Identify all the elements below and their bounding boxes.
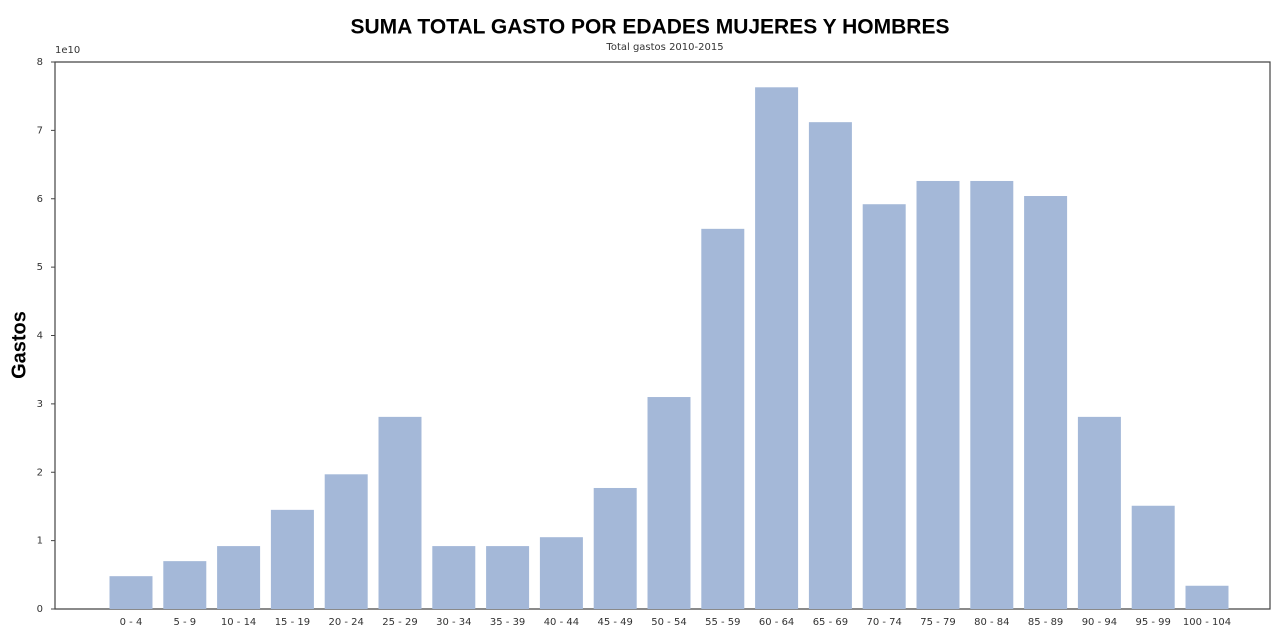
chart-subtitle: Total gastos 2010-2015 <box>605 42 723 53</box>
bar <box>163 561 207 609</box>
bar <box>1024 196 1068 609</box>
y-tick-label: 7 <box>37 125 43 136</box>
x-tick-label: 35 - 39 <box>490 617 525 628</box>
x-tick-label: 45 - 49 <box>597 617 632 628</box>
x-tick-label: 65 - 69 <box>813 617 848 628</box>
x-tick-label: 50 - 54 <box>651 617 686 628</box>
y-tick-label: 0 <box>37 604 43 615</box>
x-tick-label: 10 - 14 <box>221 617 256 628</box>
x-tick-label: 55 - 59 <box>705 617 740 628</box>
y-axis-label: Gastos <box>8 311 30 379</box>
x-tick-label: 75 - 79 <box>920 617 955 628</box>
bar <box>970 180 1014 609</box>
bar <box>916 180 960 609</box>
bar <box>808 122 852 610</box>
x-tick-label: 100 - 104 <box>1183 617 1231 628</box>
x-tick-label: 60 - 64 <box>759 617 794 628</box>
bar <box>701 228 745 609</box>
y-tick-label: 4 <box>37 331 43 342</box>
x-tick-label: 0 - 4 <box>120 617 143 628</box>
chart-title: SUMA TOTAL GASTO POR EDADES MUJERES Y HO… <box>351 16 950 39</box>
y-tick-label: 8 <box>37 57 43 68</box>
y-tick-label: 3 <box>37 399 43 410</box>
bar <box>862 204 906 609</box>
x-tick-label: 95 - 99 <box>1135 617 1170 628</box>
bar <box>539 537 583 609</box>
y-tick-label: 1 <box>37 536 43 547</box>
bar <box>755 87 799 609</box>
bar <box>432 546 476 609</box>
x-tick-label: 40 - 44 <box>544 617 579 628</box>
bar <box>109 576 153 609</box>
bar <box>1185 585 1229 609</box>
bar <box>324 474 368 609</box>
bar <box>378 416 422 609</box>
bar <box>486 546 530 609</box>
x-tick-label: 30 - 34 <box>436 617 471 628</box>
bar <box>270 509 314 609</box>
x-tick-label: 20 - 24 <box>328 617 363 628</box>
bar <box>647 397 691 609</box>
bar <box>217 546 261 609</box>
x-tick-label: 90 - 94 <box>1082 617 1117 628</box>
y-offset-label: 1e10 <box>55 45 80 56</box>
x-tick-label: 80 - 84 <box>974 617 1009 628</box>
bar <box>1131 505 1175 609</box>
bar <box>593 487 637 609</box>
plot-frame <box>54 61 1271 610</box>
x-tick-label: 85 - 89 <box>1028 617 1063 628</box>
x-tick-label: 5 - 9 <box>173 617 196 628</box>
x-tick-label: 70 - 74 <box>866 617 901 628</box>
y-tick-label: 2 <box>37 467 43 478</box>
x-tick-label: 25 - 29 <box>382 617 417 628</box>
y-tick-label: 6 <box>37 194 43 205</box>
bar <box>1077 416 1121 609</box>
x-tick-label: 15 - 19 <box>275 617 310 628</box>
y-tick-label: 5 <box>37 262 43 273</box>
